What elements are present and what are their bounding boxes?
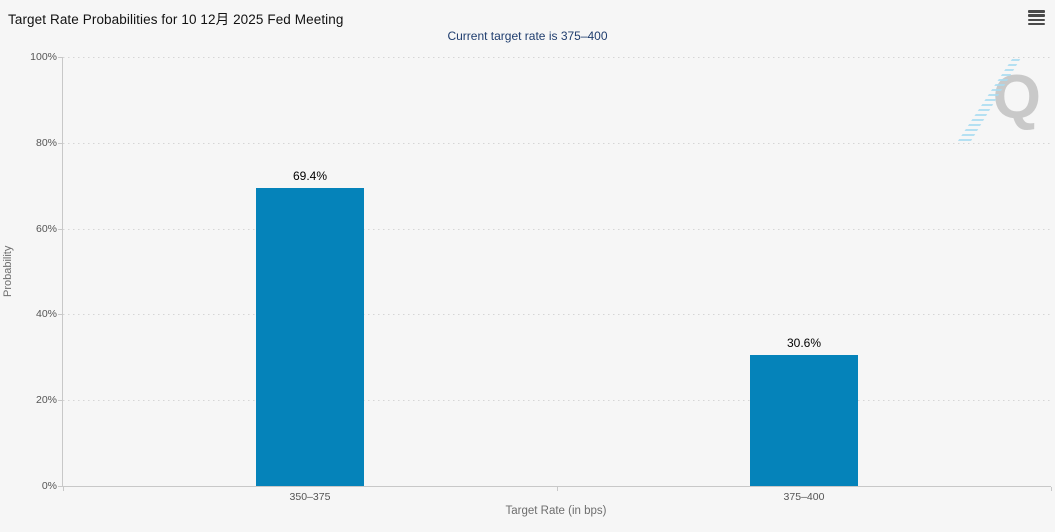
y-axis-tick-label: 20% (35, 394, 57, 407)
quikstrike-watermark: Q (953, 57, 1043, 143)
y-axis-tick-label: 0% (41, 480, 57, 492)
gridline (63, 142, 1051, 144)
x-axis-tick (63, 487, 64, 491)
y-axis-tick-label: 100% (30, 51, 57, 63)
x-axis-tick (1051, 487, 1052, 491)
hamburger-icon (1028, 10, 1045, 26)
gridline (63, 400, 1051, 402)
x-axis-tick-label: 350–375 (289, 491, 331, 503)
x-axis-tick-label: 375–400 (783, 491, 825, 503)
y-axis-tick (58, 228, 62, 230)
y-axis-tick (58, 486, 62, 487)
y-axis-tick-label: 80% (35, 136, 57, 149)
y-axis-tick (58, 57, 62, 58)
gridline (63, 314, 1051, 316)
y-axis-tick (58, 314, 62, 316)
chart-title: Target Rate Probabilities for 10 12月 202… (8, 12, 344, 27)
bar-value-label: 30.6% (786, 336, 822, 350)
y-axis-tick (58, 400, 62, 402)
x-axis-title: Target Rate (in bps) (505, 505, 607, 517)
chart-subtitle: Current target rate is 375–400 (447, 29, 608, 43)
gridline (63, 57, 1051, 58)
chart-menu-button[interactable] (1026, 8, 1047, 27)
probability-bar[interactable] (256, 188, 364, 486)
plot-area: Q 0% 20% 40% 60% 80% 100% 69.4% 350–375 30.6% 375… (30, 51, 1052, 503)
bar-value-label: 69.4% (292, 169, 328, 183)
probability-bar[interactable] (750, 355, 858, 486)
y-axis-tick-label: 40% (35, 308, 57, 321)
y-axis-tick-label: 60% (35, 222, 57, 235)
y-axis-tick (58, 142, 62, 144)
gridline (63, 228, 1051, 230)
x-axis-tick (557, 487, 558, 491)
y-axis-title: Probability (2, 245, 14, 298)
